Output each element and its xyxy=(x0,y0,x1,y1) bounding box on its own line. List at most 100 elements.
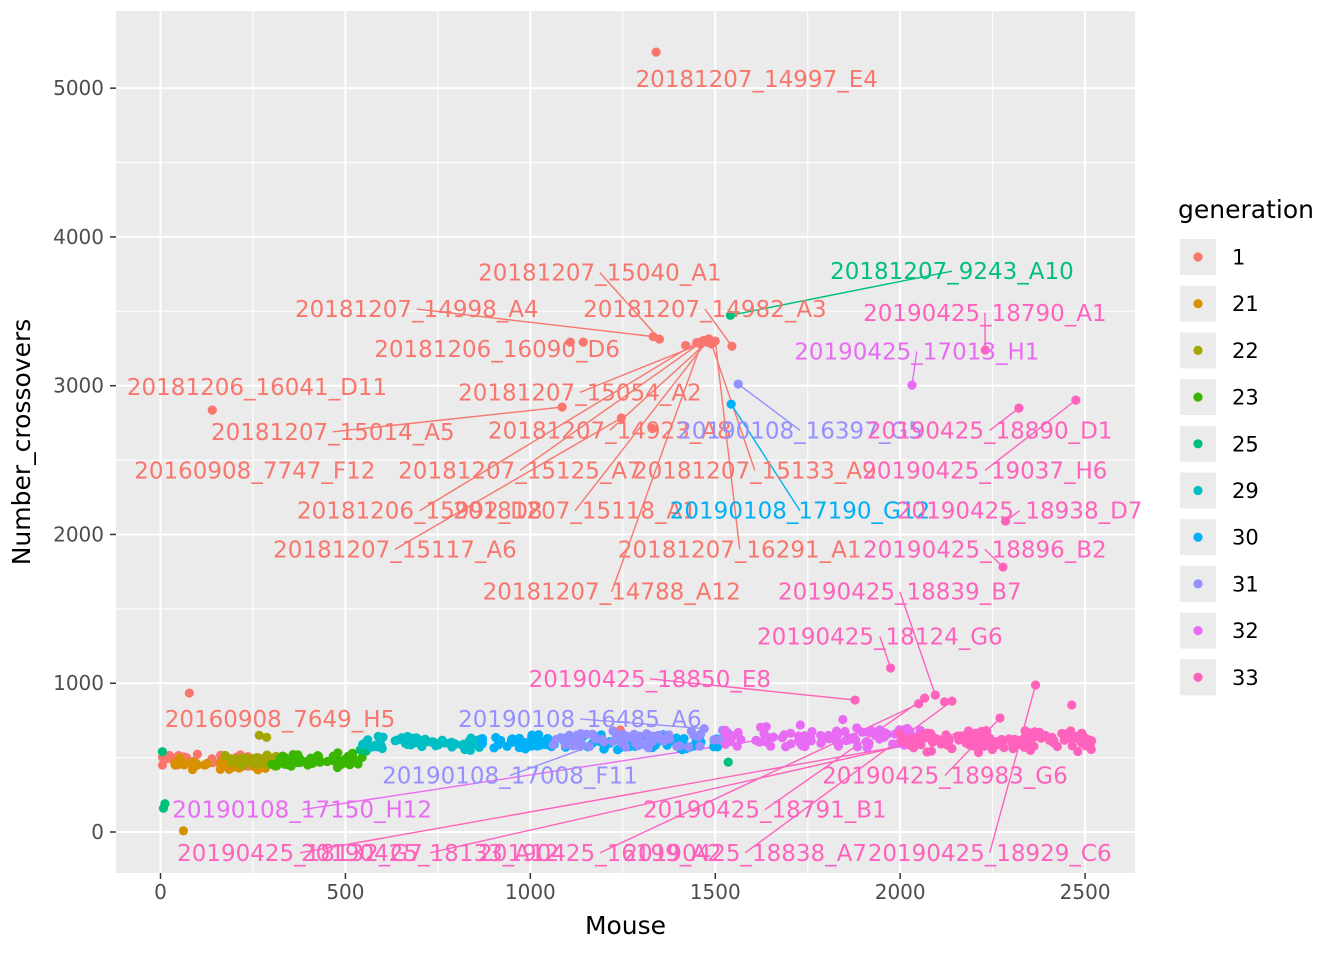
data-point xyxy=(574,732,584,742)
leader-line xyxy=(599,272,660,340)
point-label: 20190425_18938_D7 xyxy=(897,499,1143,525)
leader-line xyxy=(649,678,856,701)
legend-swatch xyxy=(1193,345,1203,355)
data-point xyxy=(754,737,765,747)
data-point xyxy=(1073,731,1083,741)
point-label: 20190425_18896_B2 xyxy=(863,537,1107,563)
leader-line xyxy=(879,636,892,669)
point-label: 20181207_14998_A4 xyxy=(295,297,539,323)
point-label: 20181207_16291_A1 xyxy=(618,537,862,563)
point-label: 20190108_17150_H12 xyxy=(172,798,432,824)
x-tick-label: 500 xyxy=(326,880,364,904)
point-label: 20181207_9243_A10 xyxy=(830,259,1074,285)
point-label: 20181207_15125_A7 xyxy=(398,458,642,484)
leader-line xyxy=(416,308,654,338)
data-point xyxy=(852,742,862,752)
data-point xyxy=(578,337,588,347)
leader-line xyxy=(737,383,801,431)
point-label: 20181207_14982_A3 xyxy=(583,297,827,323)
data-point xyxy=(696,729,706,739)
data-point xyxy=(238,761,249,771)
data-point xyxy=(978,741,988,751)
data-point xyxy=(980,345,990,355)
legend-swatch xyxy=(1193,252,1203,262)
data-point xyxy=(228,754,238,765)
data-point xyxy=(907,380,917,390)
data-point xyxy=(919,693,930,703)
data-point xyxy=(1085,739,1095,749)
leader-line xyxy=(989,684,1037,854)
point-label: 20181207_15040_A1 xyxy=(478,261,722,287)
data-point xyxy=(1049,735,1059,746)
data-point xyxy=(157,760,168,770)
point-label: 20190425_18839_B7 xyxy=(778,580,1022,606)
point-label: 20160908_7649_H5 xyxy=(165,707,396,733)
legend-swatch xyxy=(1193,299,1203,309)
data-point xyxy=(989,742,999,752)
data-point xyxy=(795,720,805,730)
point-label: 20190425_16199_A2 xyxy=(478,841,722,867)
data-point xyxy=(1000,516,1011,526)
data-point xyxy=(726,733,736,743)
point-label: 20190425_19037_H6 xyxy=(862,458,1107,484)
data-point xyxy=(1067,741,1077,751)
leader-line xyxy=(429,730,969,854)
data-point xyxy=(582,729,592,739)
data-point xyxy=(888,739,898,749)
leader-line xyxy=(714,340,741,550)
data-point xyxy=(1071,395,1081,405)
data-point xyxy=(477,739,488,749)
point-label: 20181207_14997_E4 xyxy=(635,67,877,93)
data-point xyxy=(647,423,657,434)
leader-line xyxy=(394,417,622,550)
point-label: 20190425_18132_G7 xyxy=(177,841,423,867)
data-point xyxy=(514,733,525,743)
data-point xyxy=(852,723,862,733)
data-point xyxy=(333,748,343,758)
data-point xyxy=(688,730,699,740)
x-axis-title: Mouse xyxy=(585,911,666,940)
data-point xyxy=(651,47,661,57)
data-point xyxy=(807,727,817,737)
point-label: 20160908_7747_F12 xyxy=(134,458,375,484)
data-point xyxy=(170,758,180,768)
data-point xyxy=(930,690,940,700)
data-point xyxy=(947,743,957,754)
data-point xyxy=(664,730,674,740)
leader-line xyxy=(519,339,705,472)
data-point xyxy=(914,735,925,745)
data-point xyxy=(337,759,347,769)
data-point xyxy=(357,739,368,750)
legend-title: generation xyxy=(1178,195,1314,224)
y-axis-title: Number_crossovers xyxy=(7,319,36,566)
data-point xyxy=(905,726,915,736)
point-label: 20181206_16041_D11 xyxy=(127,375,387,401)
point-label: 20190425_18790_A1 xyxy=(863,301,1107,327)
data-point xyxy=(901,737,911,747)
legend-swatch xyxy=(1193,392,1203,402)
x-tick-label: 2000 xyxy=(875,880,926,904)
data-point xyxy=(816,738,826,748)
data-point xyxy=(292,757,302,767)
data-point xyxy=(313,751,324,761)
legend-label: 29 xyxy=(1232,479,1259,503)
data-point xyxy=(584,741,595,752)
data-point xyxy=(726,399,736,409)
data-point xyxy=(607,736,618,747)
data-point xyxy=(630,738,641,748)
data-point xyxy=(447,738,457,748)
data-point xyxy=(252,752,262,763)
data-point xyxy=(766,741,776,751)
data-point xyxy=(557,402,567,412)
data-point xyxy=(199,760,210,770)
data-point xyxy=(1076,738,1087,748)
leader-line xyxy=(611,340,703,592)
data-point xyxy=(995,713,1005,723)
point-label: 20190425_18983_G6 xyxy=(822,763,1068,789)
data-point xyxy=(654,334,665,344)
point-label: 20181207_15133_A9 xyxy=(633,458,877,484)
data-point xyxy=(160,799,170,809)
data-point xyxy=(489,743,499,753)
data-point xyxy=(566,735,576,746)
data-point xyxy=(840,726,850,737)
